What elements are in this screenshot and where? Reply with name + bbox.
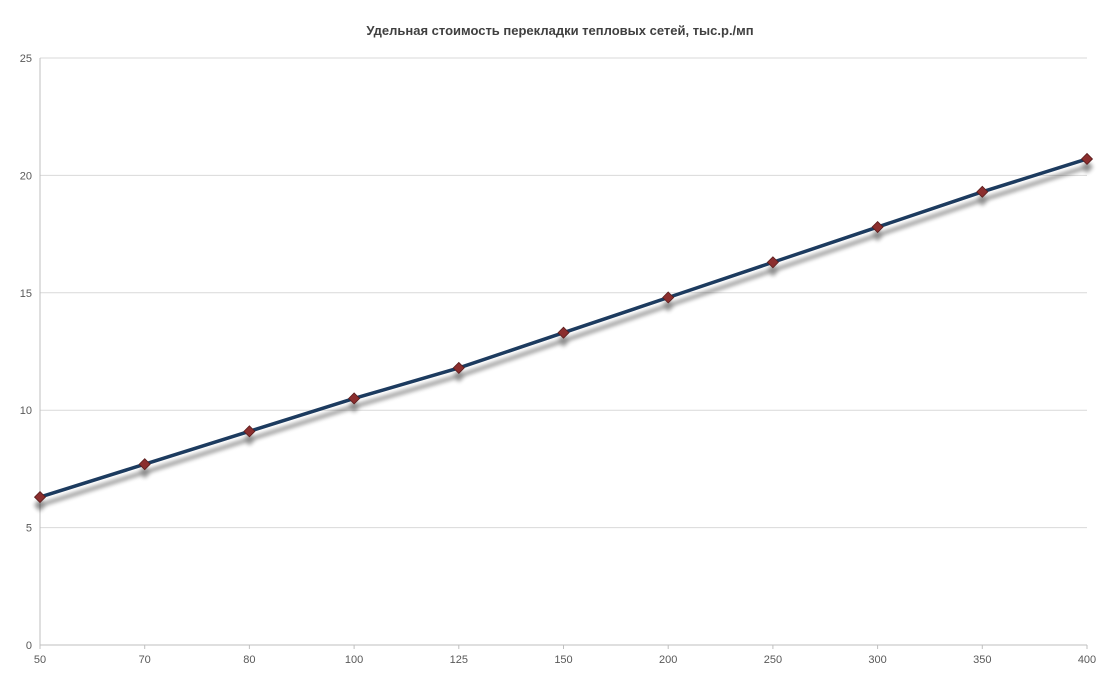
- x-tick-label: 350: [973, 654, 991, 666]
- data-point-marker: [243, 425, 256, 438]
- data-point-marker: [138, 458, 151, 471]
- y-tick-label: 20: [20, 170, 32, 182]
- x-tick-label: 100: [345, 654, 363, 666]
- x-tick-label: 150: [554, 654, 572, 666]
- y-axis-tick-labels: 0 5 10 15 20 25: [20, 53, 32, 652]
- x-tick-label: 50: [34, 654, 46, 666]
- series-layer: [33, 152, 1094, 504]
- x-tick-label: 400: [1078, 654, 1096, 666]
- data-point-marker: [557, 326, 570, 339]
- series-group: [33, 152, 1094, 504]
- x-axis-tick-labels: 50 70 80 100 125 150 200 250 300 350 400: [34, 645, 1096, 666]
- data-point-marker: [662, 291, 675, 304]
- y-tick-label: 5: [26, 523, 32, 535]
- x-tick-label: 70: [139, 654, 151, 666]
- chart-title: Удельная стоимость перекладки тепловых с…: [366, 23, 753, 38]
- y-tick-label: 0: [26, 640, 32, 652]
- data-point-marker: [871, 220, 884, 234]
- x-tick-label: 250: [764, 654, 782, 666]
- y-tick-label: 25: [20, 53, 32, 65]
- x-tick-label: 125: [450, 654, 468, 666]
- gridlines: [40, 57, 1087, 529]
- x-tick-label: 300: [868, 654, 886, 666]
- data-point-marker: [33, 491, 47, 504]
- data-point-marker: [766, 256, 779, 269]
- y-tick-label: 15: [20, 288, 32, 300]
- data-point-marker: [976, 185, 989, 198]
- axes: [39, 58, 1087, 646]
- y-tick-label: 10: [20, 405, 32, 417]
- data-point-marker: [1080, 152, 1094, 166]
- data-point-marker: [348, 392, 361, 405]
- data-point-marker: [452, 361, 465, 375]
- x-tick-label: 80: [243, 654, 255, 666]
- x-tick-label: 200: [659, 654, 677, 666]
